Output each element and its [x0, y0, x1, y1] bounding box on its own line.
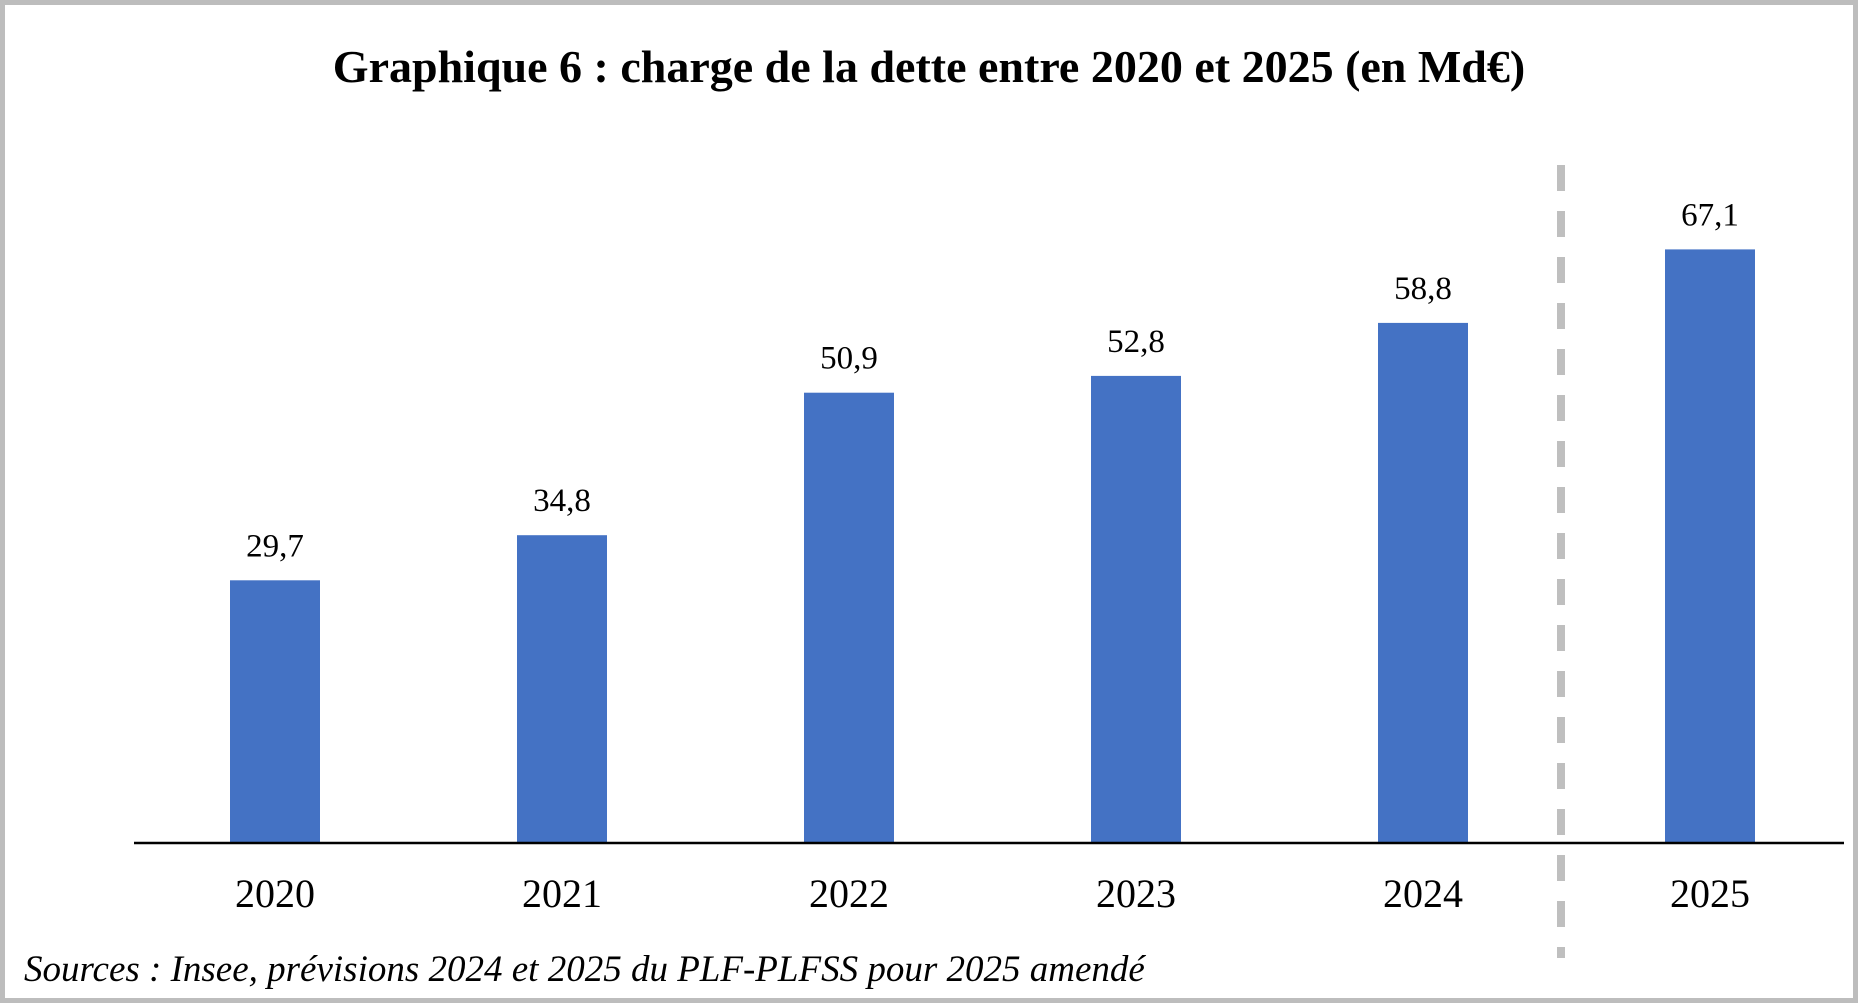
x-tick-label-2020: 2020 [235, 871, 315, 916]
bar-2025 [1665, 249, 1755, 843]
bar-2023 [1091, 375, 1181, 843]
value-label-2020: 29,7 [246, 528, 304, 564]
value-label-2023: 52,8 [1107, 324, 1165, 360]
source-note: Sources : Insee, prévisions 2024 et 2025… [24, 949, 1145, 990]
x-tick-labels-group: 2020 2021 2022 2023 2024 2025 [235, 871, 1750, 916]
x-tick-label-2022: 2022 [809, 871, 889, 916]
bar-2024 [1378, 322, 1468, 843]
x-tick-label-2024: 2024 [1383, 871, 1463, 916]
x-tick-label-2023: 2023 [1096, 871, 1176, 916]
value-label-2021: 34,8 [533, 483, 591, 519]
bar-2021 [517, 535, 607, 843]
chart-title: Graphique 6 : charge de la dette entre 2… [332, 41, 1526, 92]
bar-2022 [804, 392, 894, 843]
value-labels-group: 29,7 34,8 50,9 52,8 58,8 67,1 [246, 197, 1739, 564]
x-tick-label-2021: 2021 [522, 871, 602, 916]
value-label-2025: 67,1 [1681, 197, 1739, 233]
value-label-2024: 58,8 [1394, 271, 1452, 307]
value-label-2022: 50,9 [820, 341, 878, 377]
bar-2020 [230, 580, 320, 843]
x-tick-label-2025: 2025 [1670, 871, 1750, 916]
bars-group [230, 249, 1755, 843]
